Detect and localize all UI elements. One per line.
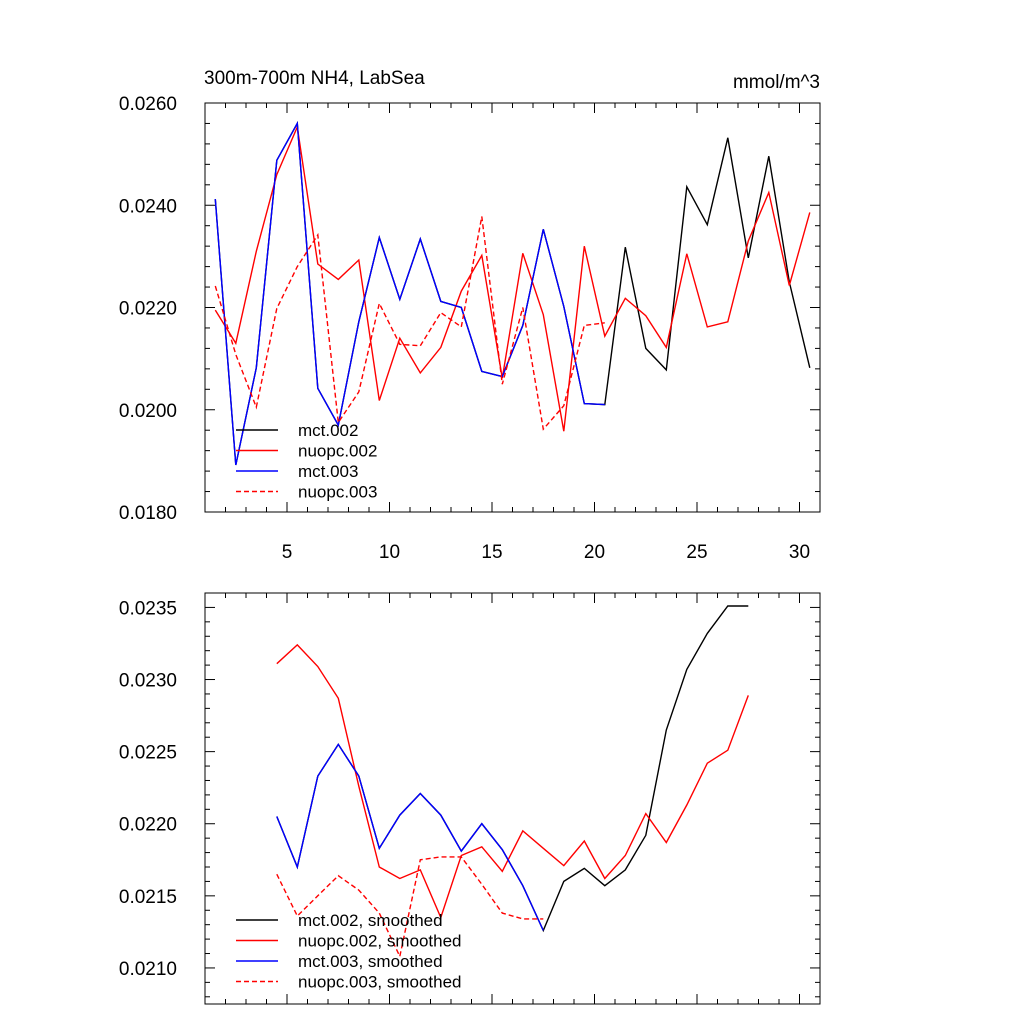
bottom-plot-area: 0.0210 0.0215 0.0220 0.0225 0.0230 0.0235 mct.… xyxy=(119,592,821,1005)
bottom-panel: 0.0210 0.0215 0.0220 0.0225 0.0230 0.0235 mct.… xyxy=(119,592,821,1005)
x-tick-label: 10 xyxy=(379,542,400,563)
legend-label: mct.002, smoothed xyxy=(298,911,443,930)
top-plot-area: 5 10 15 20 25 30 0.0180 0.0200 0.0220 0.0240 0.026… xyxy=(119,94,821,563)
x-tick-label: 30 xyxy=(789,542,810,563)
legend-label: mct.003 xyxy=(298,462,358,481)
legend-label: mct.002 xyxy=(298,421,358,440)
y-tick-label: 0.0215 xyxy=(119,887,177,908)
x-tick-label: 5 xyxy=(282,542,293,563)
series-line xyxy=(276,856,544,959)
y-tick-label: 0.0180 xyxy=(119,503,177,524)
y-tick-label: 0.0240 xyxy=(119,196,177,217)
series-line xyxy=(214,216,605,431)
y-tick-label: 0.0230 xyxy=(119,671,177,692)
y-tick-label: 0.0235 xyxy=(119,598,177,619)
top-panel-units: mmol/m^3 xyxy=(733,72,820,93)
y-tick-label: 0.0220 xyxy=(119,815,177,836)
series-line xyxy=(214,121,605,466)
x-tick-label: 25 xyxy=(686,542,707,563)
y-tick-label: 0.0200 xyxy=(119,401,177,422)
legend-label: nuopc.002 xyxy=(298,442,377,461)
y-tick-label: 0.0260 xyxy=(119,94,177,115)
series-line xyxy=(214,124,811,432)
legend-label: mct.003, smoothed xyxy=(298,952,443,971)
x-tick-label: 15 xyxy=(481,542,502,563)
legend-label: nuopc.003 xyxy=(298,483,377,502)
series-line xyxy=(276,643,749,920)
series-line xyxy=(276,743,544,931)
top-panel: 300m-700m NH4, LabSea mmol/m^3 5 10 15 20 25… xyxy=(119,68,821,563)
y-tick-label: 0.0225 xyxy=(119,743,177,764)
y-tick-label: 0.0220 xyxy=(119,299,177,320)
legend-label: nuopc.003, smoothed xyxy=(298,973,462,992)
legend-label: nuopc.002, smoothed xyxy=(298,932,462,951)
y-tick-label: 0.0210 xyxy=(119,959,177,980)
top-panel-title: 300m-700m NH4, LabSea xyxy=(204,68,425,89)
x-tick-label: 20 xyxy=(584,542,605,563)
